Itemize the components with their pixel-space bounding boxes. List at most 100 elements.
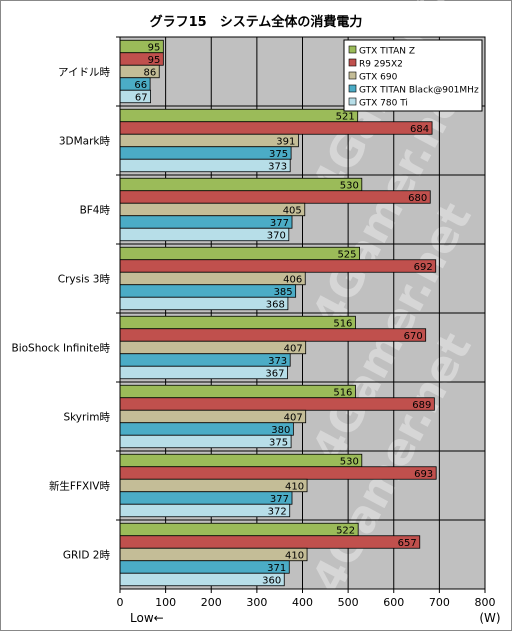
bar bbox=[119, 560, 290, 574]
bar bbox=[119, 121, 433, 135]
data-label: 406 bbox=[283, 274, 302, 285]
legend-label: GTX TITAN Z bbox=[359, 47, 415, 57]
data-label: 377 bbox=[270, 218, 289, 229]
bar bbox=[119, 522, 359, 537]
legend-label: GTX 780 Ti bbox=[359, 99, 408, 109]
data-label: 684 bbox=[410, 124, 429, 135]
data-label: 516 bbox=[333, 318, 352, 329]
x-tick-label: 300 bbox=[246, 596, 267, 609]
data-label: 373 bbox=[268, 356, 287, 367]
legend-swatch bbox=[348, 45, 357, 54]
category-label: 3DMark時 bbox=[59, 136, 111, 148]
x-tick-label: 500 bbox=[338, 596, 359, 609]
x-axis-low-label: Low← bbox=[130, 611, 164, 625]
bar bbox=[119, 246, 360, 261]
bar bbox=[119, 190, 431, 204]
bar bbox=[119, 202, 306, 217]
legend-swatch bbox=[348, 97, 357, 106]
bar bbox=[119, 315, 356, 330]
category-label: アイドル時 bbox=[58, 67, 110, 79]
bar bbox=[119, 108, 359, 123]
bar bbox=[119, 478, 308, 493]
data-label: 371 bbox=[267, 563, 286, 574]
x-tick-label: 0 bbox=[117, 596, 124, 609]
legend-swatch bbox=[348, 71, 357, 80]
bar bbox=[119, 328, 427, 342]
category-label: BioShock Infinite時 bbox=[12, 343, 111, 355]
bar bbox=[119, 296, 289, 311]
bar bbox=[119, 535, 421, 549]
data-label: 377 bbox=[270, 494, 289, 505]
bar bbox=[119, 271, 306, 286]
category-label: Crysis 3時 bbox=[58, 274, 111, 286]
x-tick-label: 800 bbox=[475, 596, 496, 609]
bar bbox=[119, 503, 291, 518]
data-label: 66 bbox=[134, 80, 147, 91]
data-label: 530 bbox=[340, 180, 359, 191]
legend-swatch bbox=[348, 58, 357, 67]
data-label: 407 bbox=[284, 343, 303, 354]
bar bbox=[119, 353, 291, 367]
data-label: 385 bbox=[274, 287, 293, 298]
bar bbox=[119, 158, 291, 173]
data-label: 693 bbox=[414, 469, 433, 480]
x-tick-label: 700 bbox=[429, 596, 450, 609]
bar bbox=[119, 466, 437, 480]
data-label: 692 bbox=[414, 262, 433, 273]
data-label: 522 bbox=[336, 525, 355, 536]
category-label: Skyrim時 bbox=[63, 412, 110, 424]
x-tick-label: 400 bbox=[292, 596, 313, 609]
legend-label: GTX 690 bbox=[359, 73, 398, 83]
bar bbox=[119, 284, 297, 298]
category-label: BF4時 bbox=[80, 205, 111, 217]
legend-swatch bbox=[348, 84, 357, 93]
data-label: 391 bbox=[276, 136, 295, 147]
data-label: 95 bbox=[148, 55, 161, 66]
data-label: 670 bbox=[404, 331, 423, 342]
data-label: 407 bbox=[284, 412, 303, 423]
bar bbox=[119, 572, 285, 587]
bar bbox=[119, 259, 437, 273]
data-label: 689 bbox=[412, 400, 431, 411]
bar bbox=[119, 434, 292, 449]
legend-label: R9 295X2 bbox=[359, 60, 403, 70]
data-label: 405 bbox=[283, 205, 302, 216]
bar bbox=[119, 384, 356, 399]
data-label: 375 bbox=[269, 149, 288, 160]
data-label: 372 bbox=[268, 506, 287, 517]
bar bbox=[119, 215, 293, 229]
data-label: 86 bbox=[144, 67, 157, 78]
bar bbox=[119, 547, 308, 562]
data-label: 516 bbox=[333, 387, 352, 398]
data-label: 410 bbox=[285, 550, 304, 561]
data-label: 360 bbox=[262, 575, 281, 586]
data-label: 370 bbox=[267, 230, 286, 241]
bar bbox=[119, 409, 307, 424]
x-tick-label: 600 bbox=[383, 596, 404, 609]
data-label: 657 bbox=[398, 538, 417, 549]
data-label: 525 bbox=[337, 249, 356, 260]
data-label: 95 bbox=[148, 42, 161, 53]
bar bbox=[119, 146, 292, 160]
data-label: 410 bbox=[285, 481, 304, 492]
data-label: 367 bbox=[265, 368, 284, 379]
bar bbox=[119, 340, 307, 355]
bar bbox=[119, 422, 294, 436]
data-label: 680 bbox=[408, 193, 427, 204]
x-tick-label: 100 bbox=[155, 596, 176, 609]
data-label: 380 bbox=[271, 425, 290, 436]
bar bbox=[119, 133, 299, 148]
data-label: 530 bbox=[340, 456, 359, 467]
bar bbox=[119, 491, 293, 505]
bar bbox=[119, 453, 363, 468]
data-label: 67 bbox=[135, 92, 148, 103]
category-label: 新生FFXIV時 bbox=[49, 480, 111, 493]
bar bbox=[119, 397, 435, 411]
legend-box bbox=[343, 39, 483, 112]
data-label: 521 bbox=[336, 111, 355, 122]
data-label: 373 bbox=[268, 161, 287, 172]
bar bbox=[119, 365, 288, 380]
data-label: 368 bbox=[266, 299, 285, 310]
